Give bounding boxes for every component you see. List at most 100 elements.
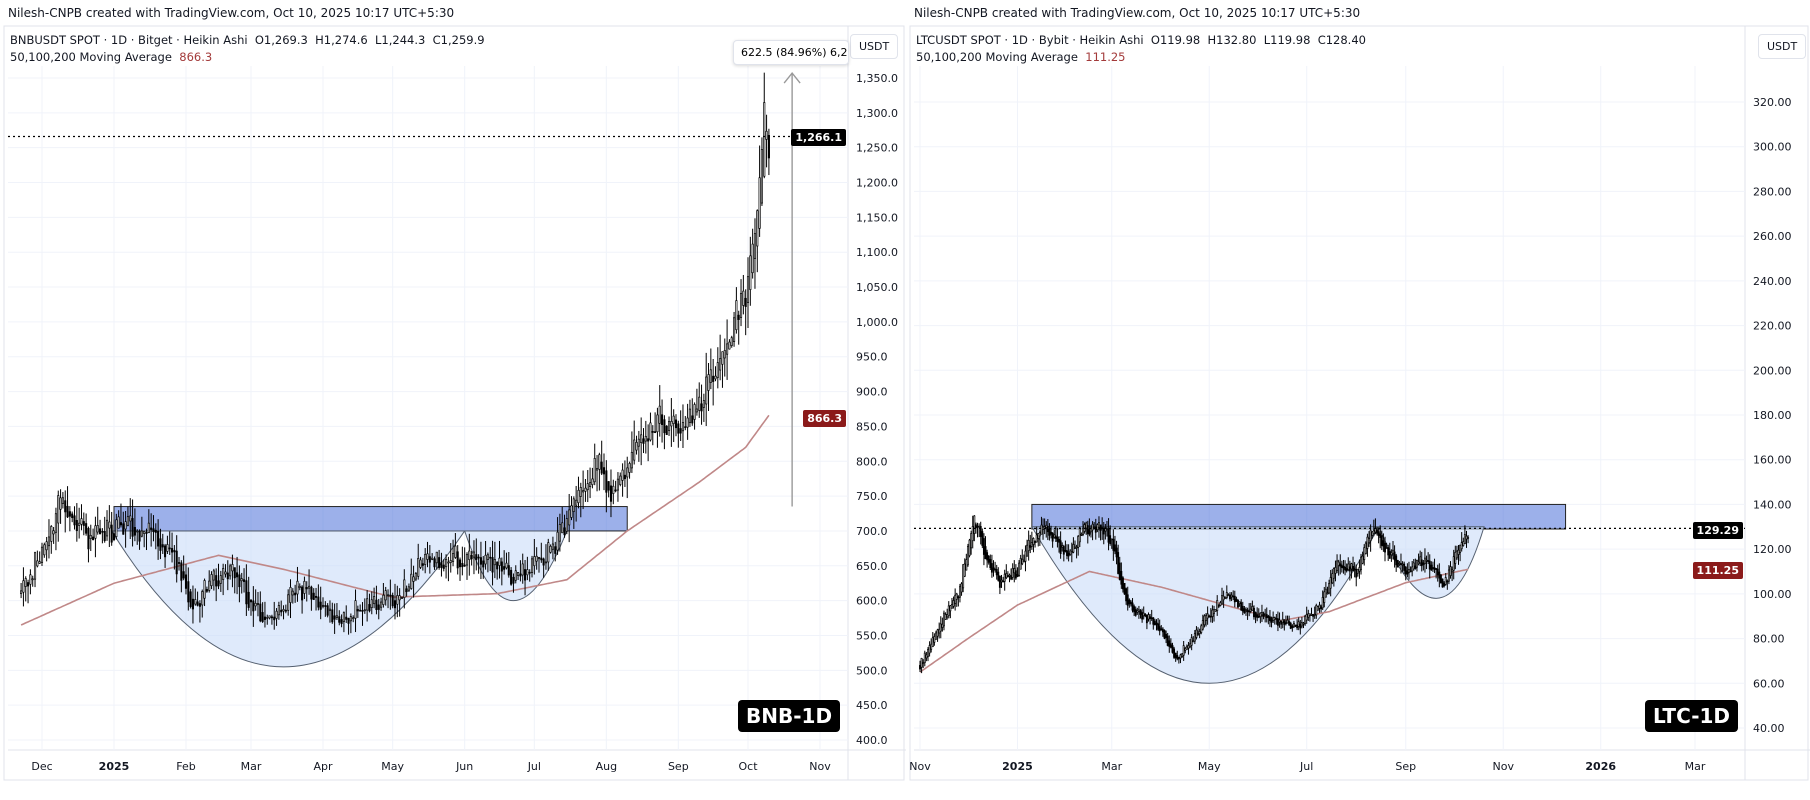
candle (674, 414, 678, 437)
candle (670, 398, 673, 447)
candle-body (1240, 602, 1243, 611)
candle (261, 602, 264, 623)
candle-body (1412, 562, 1415, 570)
candle-body (930, 643, 933, 650)
candle (164, 543, 167, 568)
candle (331, 602, 334, 624)
candle-body (530, 558, 534, 573)
candle-body (1150, 617, 1153, 620)
candle (1449, 561, 1452, 579)
candle (380, 597, 383, 611)
candle-body (152, 528, 155, 533)
candle-body (124, 521, 127, 530)
candle (1360, 553, 1362, 575)
candle (1417, 553, 1420, 566)
candle (705, 352, 708, 427)
y-tick-label: 1,100.0 (856, 246, 898, 259)
candle (542, 557, 545, 578)
candle-body (491, 557, 494, 573)
candle (1253, 605, 1255, 620)
candle-body (366, 598, 369, 611)
candle-body (524, 569, 527, 581)
candle-body (751, 243, 754, 274)
candle (143, 530, 146, 548)
candle (268, 615, 271, 620)
candle-body (1224, 596, 1227, 599)
candle-body (205, 589, 208, 592)
candle-body (1272, 617, 1275, 621)
candle-body (1286, 619, 1289, 624)
candle-body (1160, 628, 1163, 631)
candle (1292, 620, 1295, 629)
candle (266, 614, 269, 625)
candle-body (1379, 533, 1382, 538)
candle-body (377, 604, 380, 610)
candle (943, 610, 945, 631)
candle-body (470, 555, 473, 560)
candle (1435, 568, 1438, 579)
indicator-label[interactable]: 50,100,200 Moving Average (10, 50, 172, 64)
candle (226, 560, 229, 591)
candle (1270, 616, 1273, 628)
candle (719, 334, 722, 381)
candle (1374, 518, 1377, 535)
candle-body (1262, 613, 1265, 617)
candle (161, 533, 164, 554)
y-tick-label: 160.00 (1753, 454, 1792, 467)
candle-body (976, 525, 979, 528)
last-price-tag-bnb: 1,266.1 (791, 129, 846, 146)
candle-body (1203, 615, 1206, 626)
candle (64, 490, 67, 533)
candle-body (1110, 538, 1113, 541)
candle (1005, 564, 1008, 580)
candle-body (1382, 540, 1385, 547)
candle-body (1446, 580, 1449, 583)
candle (749, 236, 752, 306)
candle (544, 544, 548, 570)
candle-body (36, 560, 39, 567)
candle (1090, 525, 1092, 538)
candle (1371, 531, 1374, 539)
candle (101, 528, 104, 544)
candle-body (1249, 608, 1252, 612)
candle-body (963, 563, 966, 577)
candle (700, 384, 703, 425)
candle (94, 516, 97, 558)
candle (252, 586, 255, 627)
candle (219, 570, 222, 592)
candle (1342, 559, 1345, 574)
candle (1126, 586, 1129, 611)
candle-body (147, 522, 150, 534)
candle (1323, 586, 1326, 608)
candle (962, 564, 965, 593)
candle-body (1014, 570, 1017, 579)
candle (1113, 535, 1116, 555)
currency-button-ltc[interactable]: USDT (1758, 34, 1807, 59)
candle (110, 511, 113, 546)
candle-body (1080, 533, 1083, 536)
candle (242, 568, 246, 593)
candle (963, 558, 966, 578)
candle (405, 585, 408, 597)
candle-body (1439, 574, 1442, 584)
legend-ltc: LTCUSDT SPOT · 1D · Bybit · Heikin Ashi … (916, 32, 1366, 66)
candle-body (312, 592, 315, 600)
candle (1425, 555, 1428, 570)
candle-body (361, 610, 364, 612)
candle-body (1177, 656, 1180, 660)
candle-body (1276, 618, 1279, 626)
candle (1219, 600, 1222, 607)
candle-body (935, 632, 937, 640)
candle (758, 145, 761, 237)
candle-body (447, 561, 450, 564)
candle (1352, 556, 1354, 572)
candle (633, 420, 636, 465)
indicator-label[interactable]: 50,100,200 Moving Average (916, 50, 1078, 64)
candle-body (1332, 568, 1335, 579)
candle-body (658, 405, 661, 424)
candle-body (1315, 605, 1318, 616)
candle-body (1304, 615, 1307, 625)
candle (112, 519, 116, 542)
currency-button-bnb[interactable]: USDT (850, 34, 899, 59)
